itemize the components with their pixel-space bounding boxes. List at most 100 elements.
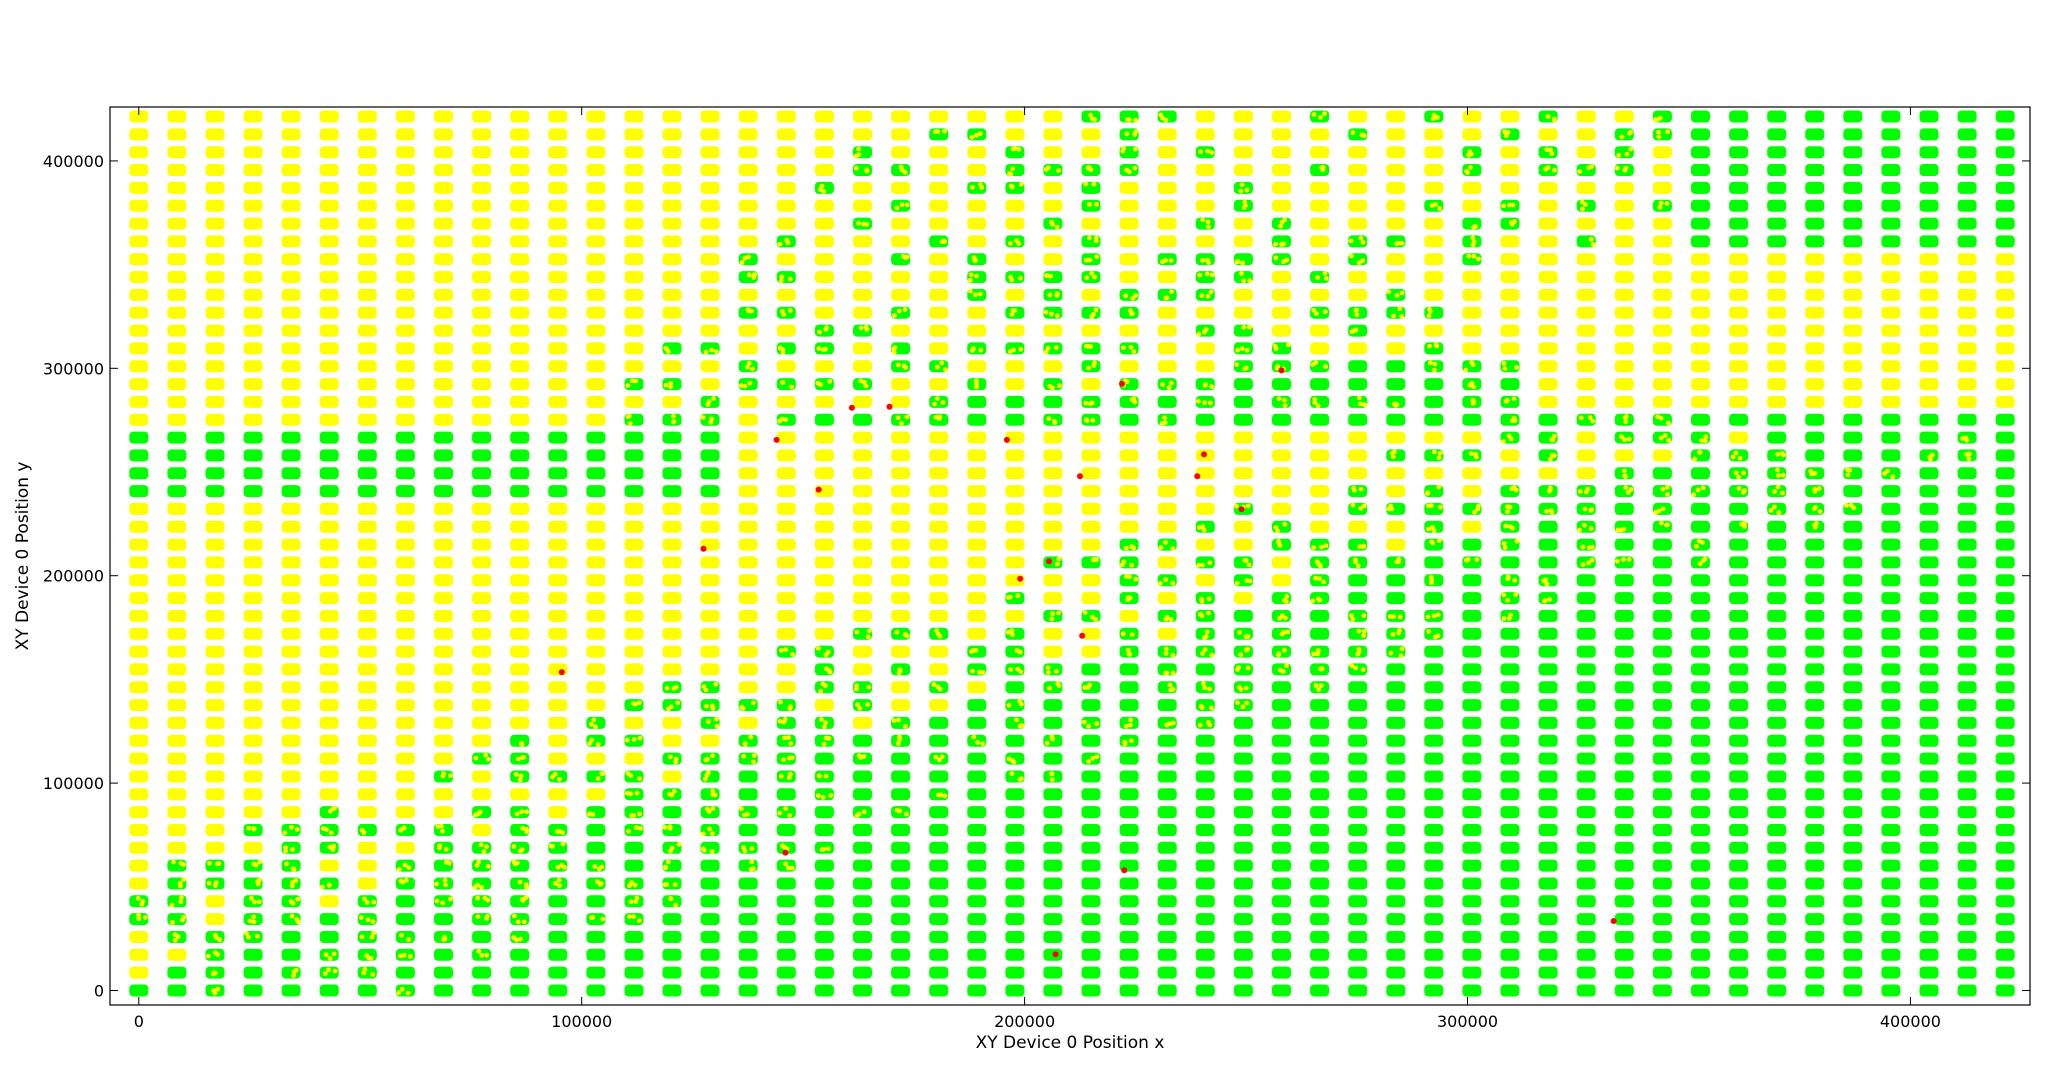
data-point (821, 347, 826, 353)
data-point (1311, 651, 1317, 657)
data-cell (1386, 663, 1406, 676)
data-point (140, 899, 146, 904)
data-cell (586, 449, 606, 462)
data-cell (205, 895, 225, 908)
data-point (786, 735, 792, 741)
data-cell (1500, 859, 1520, 872)
data-cell (205, 716, 225, 729)
data-cell (1805, 431, 1825, 444)
data-cell (1157, 217, 1177, 230)
data-point (1170, 720, 1176, 726)
data-cell (1919, 592, 1939, 605)
data-cell (1348, 413, 1368, 426)
data-point (1730, 454, 1736, 460)
data-cell (967, 342, 987, 355)
data-cell (967, 788, 987, 801)
data-cell (1538, 824, 1558, 836)
data-cell (1957, 128, 1977, 141)
data-cell (1957, 199, 1977, 212)
data-cell (1462, 288, 1482, 301)
data-cell (891, 645, 911, 658)
data-point (370, 919, 376, 925)
data-cell (434, 146, 453, 159)
data-cell (472, 966, 492, 979)
data-cell (1348, 806, 1368, 819)
data-cell (1957, 627, 1977, 640)
data-cell (929, 146, 949, 159)
data-cell (510, 128, 530, 141)
data-cell (1462, 538, 1482, 551)
data-point (710, 831, 715, 836)
data-cell (1386, 271, 1406, 284)
data-point (741, 753, 747, 759)
data-point (1505, 504, 1510, 509)
data-cell (662, 395, 682, 408)
data-cell (1119, 948, 1139, 961)
data-cell (1729, 181, 1749, 194)
data-cell (1767, 645, 1787, 658)
data-cell (738, 217, 758, 230)
data-cell (1462, 199, 1482, 212)
data-point (443, 882, 448, 888)
data-point (1056, 683, 1062, 689)
data-cell (1881, 360, 1901, 373)
data-point (634, 790, 640, 796)
data-point (1618, 527, 1624, 533)
data-cell (1233, 681, 1253, 694)
data-cell (1843, 128, 1863, 141)
data-cell (1957, 467, 1977, 480)
data-cell (853, 966, 872, 979)
data-cell (243, 788, 263, 801)
data-point (516, 756, 521, 762)
data-cell (1386, 253, 1406, 266)
data-cell (853, 574, 872, 587)
data-cell (1386, 752, 1406, 765)
data-point (1203, 634, 1209, 640)
data-cell (967, 395, 987, 408)
data-cell (1843, 966, 1863, 979)
data-point (1664, 201, 1670, 206)
data-point (1426, 306, 1432, 312)
data-cell (129, 235, 149, 248)
data-point (1431, 367, 1437, 373)
data-point (977, 291, 983, 297)
data-cell (395, 467, 415, 480)
data-point (1471, 399, 1477, 405)
data-cell (929, 609, 949, 622)
data-cell (1614, 966, 1634, 979)
data-cell (1729, 164, 1749, 176)
data-cell (1881, 413, 1901, 426)
data-point (790, 652, 795, 657)
data-cell (1652, 609, 1672, 622)
data-cell (662, 931, 682, 943)
data-point (705, 756, 710, 762)
data-cell (243, 253, 263, 266)
data-cell (281, 966, 301, 979)
data-cell (1691, 395, 1710, 408)
data-cell (853, 360, 872, 373)
data-cell (395, 324, 415, 337)
data-cell (1538, 699, 1558, 712)
data-cell (586, 485, 606, 498)
data-cell (357, 306, 377, 319)
data-cell (1995, 217, 2015, 230)
data-cell (1500, 681, 1520, 694)
data-cell (1843, 752, 1863, 765)
data-point (1615, 165, 1620, 171)
data-cell (1995, 413, 2015, 426)
data-point (1047, 383, 1053, 389)
data-point (443, 859, 449, 865)
data-cell (205, 449, 225, 462)
data-cell (129, 110, 149, 123)
data-cell (1424, 288, 1444, 301)
data-cell (967, 627, 987, 640)
data-point (1236, 684, 1242, 690)
data-cell (1119, 841, 1139, 854)
data-cell (472, 360, 492, 373)
data-cell (1919, 324, 1939, 337)
data-cell (357, 877, 377, 890)
data-cell (700, 378, 720, 391)
data-cell (1805, 395, 1825, 408)
data-cell (434, 306, 453, 319)
data-cell (1805, 788, 1825, 801)
